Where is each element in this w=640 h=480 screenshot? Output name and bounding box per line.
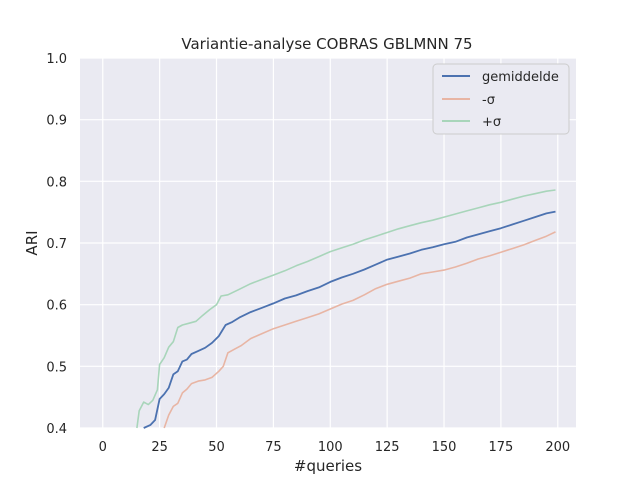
y-tick-label: 1.0 <box>46 52 67 67</box>
chart-title: Variantie-analyse COBRAS GBLMNN 75 <box>181 35 472 53</box>
legend-label-gemiddelde: gemiddelde <box>482 70 559 85</box>
y-tick-label: 0.5 <box>46 360 67 375</box>
legend-label-plus-sigma: +σ <box>482 115 501 130</box>
y-tick-labels: 0.4 0.5 0.6 0.7 0.8 0.9 1.0 <box>46 52 67 437</box>
x-tick-label: 25 <box>151 440 168 455</box>
x-tick-labels: 0 25 50 75 100 125 150 175 200 <box>99 440 571 455</box>
y-tick-label: 0.6 <box>46 299 67 314</box>
x-tick-label: 175 <box>489 440 514 455</box>
series-line-minus-sigma <box>163 231 556 429</box>
x-tick-label: 75 <box>265 440 282 455</box>
x-tick-label: 50 <box>208 440 225 455</box>
x-tick-label: 0 <box>99 440 107 455</box>
x-tick-label: 200 <box>545 440 570 455</box>
y-tick-label: 0.8 <box>46 175 67 190</box>
legend: gemiddelde -σ +σ <box>432 63 570 135</box>
x-axis-label: #queries <box>294 457 362 475</box>
x-tick-label: 150 <box>432 440 457 455</box>
y-tick-label: 0.4 <box>46 422 67 437</box>
series-line-gemiddelde <box>143 210 556 429</box>
legend-label-minus-sigma: -σ <box>482 93 495 108</box>
y-tick-label: 0.7 <box>46 237 67 252</box>
series-line-plus-sigma <box>136 189 556 429</box>
x-tick-label: 100 <box>318 440 343 455</box>
y-axis-label: ARI <box>23 230 41 255</box>
series-lines <box>136 189 556 429</box>
legend-box <box>432 63 570 135</box>
y-tick-label: 0.9 <box>46 114 67 129</box>
x-tick-label: 125 <box>375 440 400 455</box>
